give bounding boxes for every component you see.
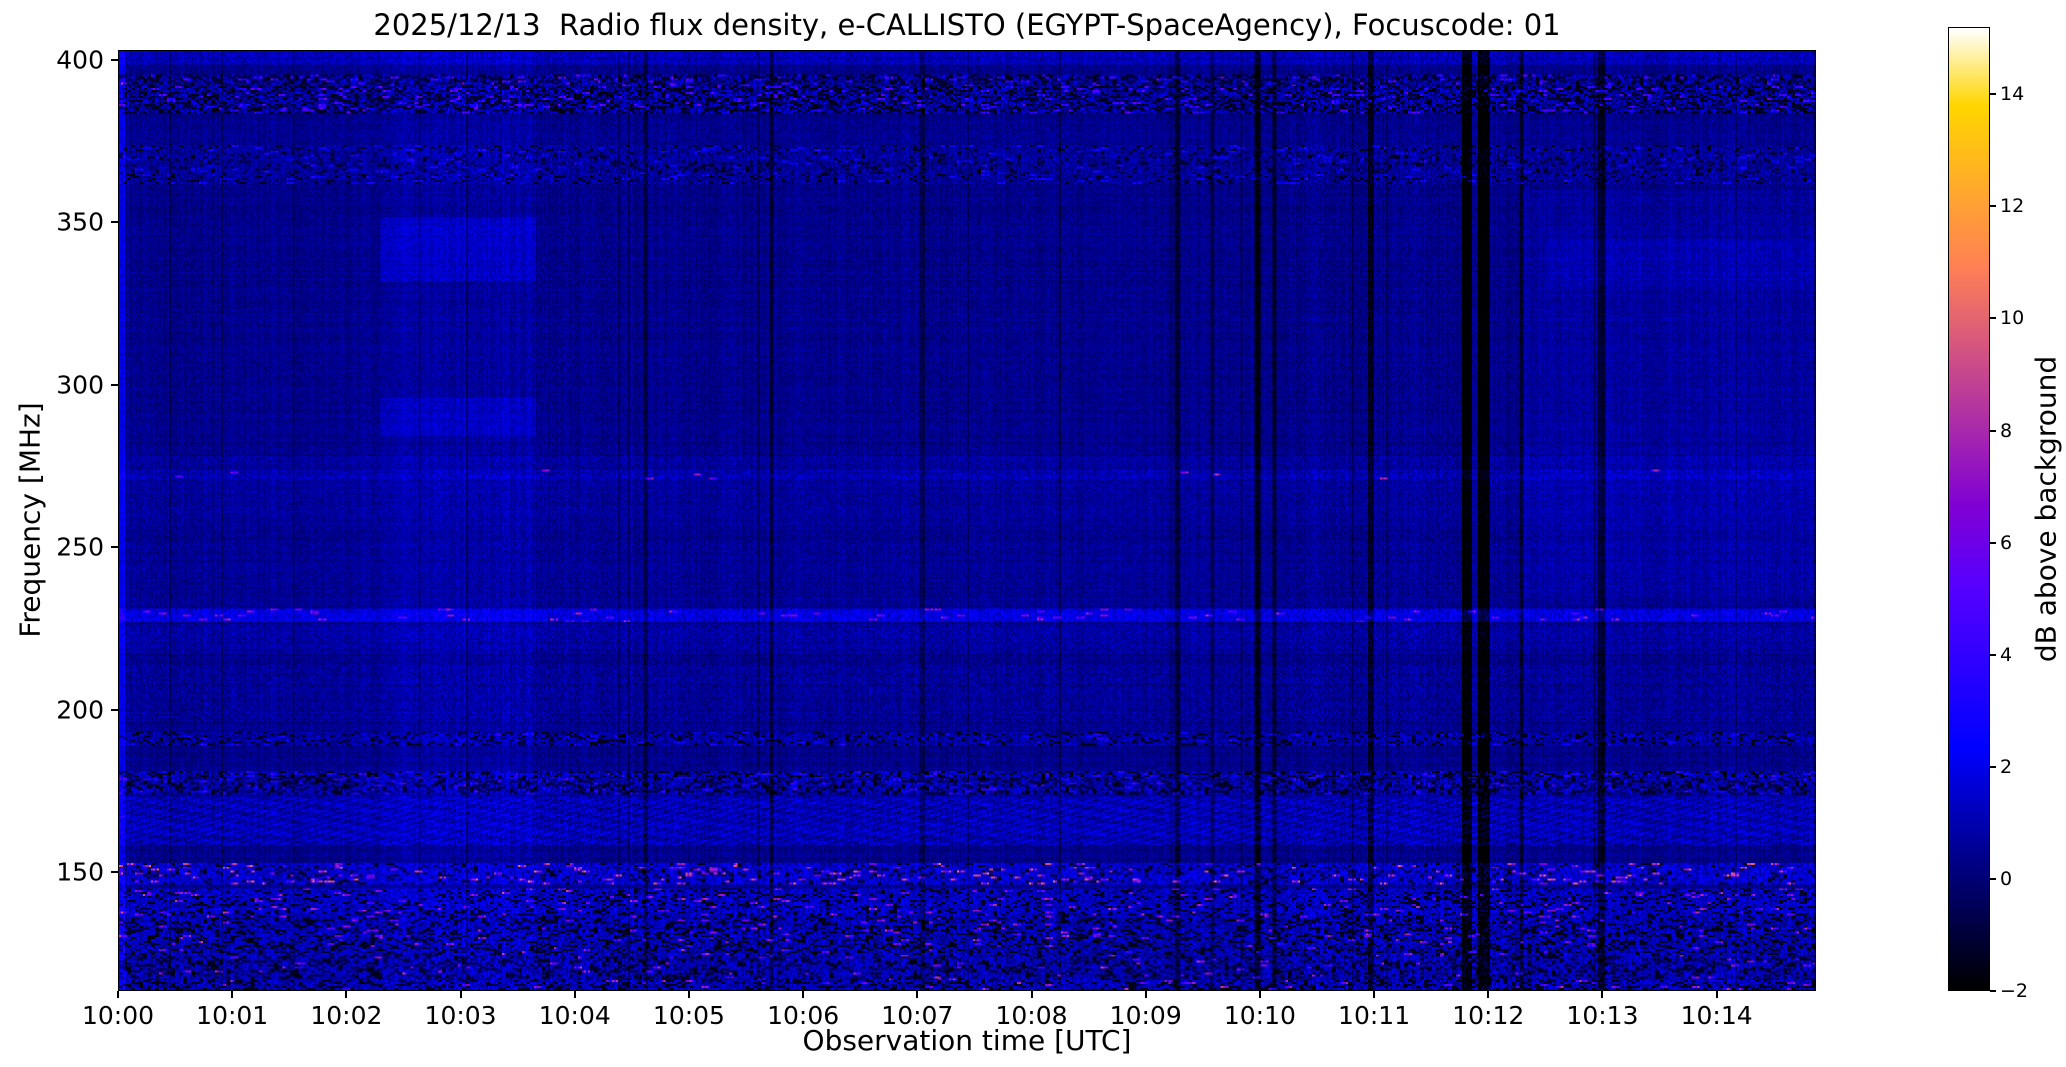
colorbar-tick-label: 4 [2000, 643, 2013, 666]
colorbar-tick-label: 12 [2000, 195, 2025, 218]
x-tick-label: 10:12 [1452, 1001, 1525, 1030]
x-tick-mark [231, 991, 234, 998]
x-tick-label: 10:08 [995, 1001, 1068, 1030]
y-tick-mark [111, 871, 118, 874]
x-tick-mark [117, 991, 119, 998]
y-tick-label: 250 [56, 532, 104, 562]
x-tick-label: 10:14 [1680, 1001, 1753, 1030]
x-tick-label: 10:06 [767, 1001, 840, 1030]
colorbar-tick-mark [1990, 990, 1996, 992]
x-tick-mark [1144, 991, 1147, 998]
x-tick-mark [1373, 991, 1376, 998]
y-axis-label: Frequency [MHz] [13, 402, 47, 638]
colorbar-tick-mark [1990, 877, 1996, 880]
x-tick-label: 10:04 [538, 1001, 611, 1030]
x-tick-mark [1601, 991, 1604, 998]
colorbar-tick-mark [1990, 765, 1996, 768]
x-axis-label: Observation time [UTC] [802, 1024, 1132, 1057]
colorbar-label: dB above background [2029, 355, 2063, 663]
y-tick-mark [111, 383, 118, 386]
x-tick-mark [1030, 991, 1033, 998]
y-tick-mark [111, 708, 118, 711]
x-tick-mark [1487, 991, 1490, 998]
colorbar-tick-mark [1990, 205, 1996, 208]
x-tick-mark [459, 991, 462, 998]
y-tick-label: 200 [56, 695, 104, 725]
x-tick-label: 10:07 [881, 1001, 954, 1030]
colorbar-tick-label: −2 [2000, 980, 2029, 1002]
colorbar-tick-mark [1990, 429, 1996, 432]
colorbar-tick-label: 2 [2000, 755, 2013, 778]
colorbar-tick-mark [1990, 93, 1996, 96]
colorbar-gradient [1949, 28, 1989, 990]
x-tick-mark [687, 991, 690, 998]
x-tick-mark [1258, 991, 1261, 998]
spectrogram-heatmap [119, 51, 1815, 990]
x-tick-mark [345, 991, 348, 998]
x-tick-label: 10:01 [196, 1001, 269, 1030]
y-tick-mark [111, 221, 118, 224]
colorbar-tick-label: 6 [2000, 531, 2013, 554]
plot-area [118, 50, 1816, 991]
x-tick-label: 10:11 [1338, 1001, 1411, 1030]
x-tick-mark [916, 991, 919, 998]
colorbar [1948, 27, 1990, 991]
x-tick-mark [1715, 991, 1718, 998]
y-tick-label: 400 [56, 45, 104, 75]
x-tick-label: 10:10 [1223, 1001, 1296, 1030]
y-tick-label: 150 [56, 857, 104, 887]
x-tick-label: 10:09 [1109, 1001, 1182, 1030]
colorbar-tick-mark [1990, 541, 1996, 544]
x-tick-label: 10:00 [81, 1001, 155, 1030]
colorbar-tick-label: 8 [2000, 419, 2013, 442]
x-tick-mark [802, 991, 805, 998]
y-tick-label: 350 [56, 207, 104, 237]
x-tick-mark [573, 991, 576, 998]
y-tick-label: 300 [56, 370, 104, 400]
x-tick-label: 10:13 [1566, 1001, 1639, 1030]
y-tick-mark [111, 58, 118, 61]
colorbar-tick-label: 0 [2000, 867, 2013, 890]
colorbar-tick-mark [1990, 653, 1996, 656]
x-tick-label: 10:03 [424, 1001, 497, 1030]
x-tick-label: 10:05 [652, 1001, 725, 1030]
chart-title: 2025/12/13 Radio flux density, e-CALLIST… [373, 8, 1561, 42]
colorbar-tick-label: 10 [2000, 307, 2025, 330]
y-tick-mark [111, 546, 118, 549]
x-tick-label: 10:02 [310, 1001, 383, 1030]
colorbar-tick-mark [1990, 317, 1996, 320]
colorbar-tick-label: 14 [2000, 83, 2025, 106]
